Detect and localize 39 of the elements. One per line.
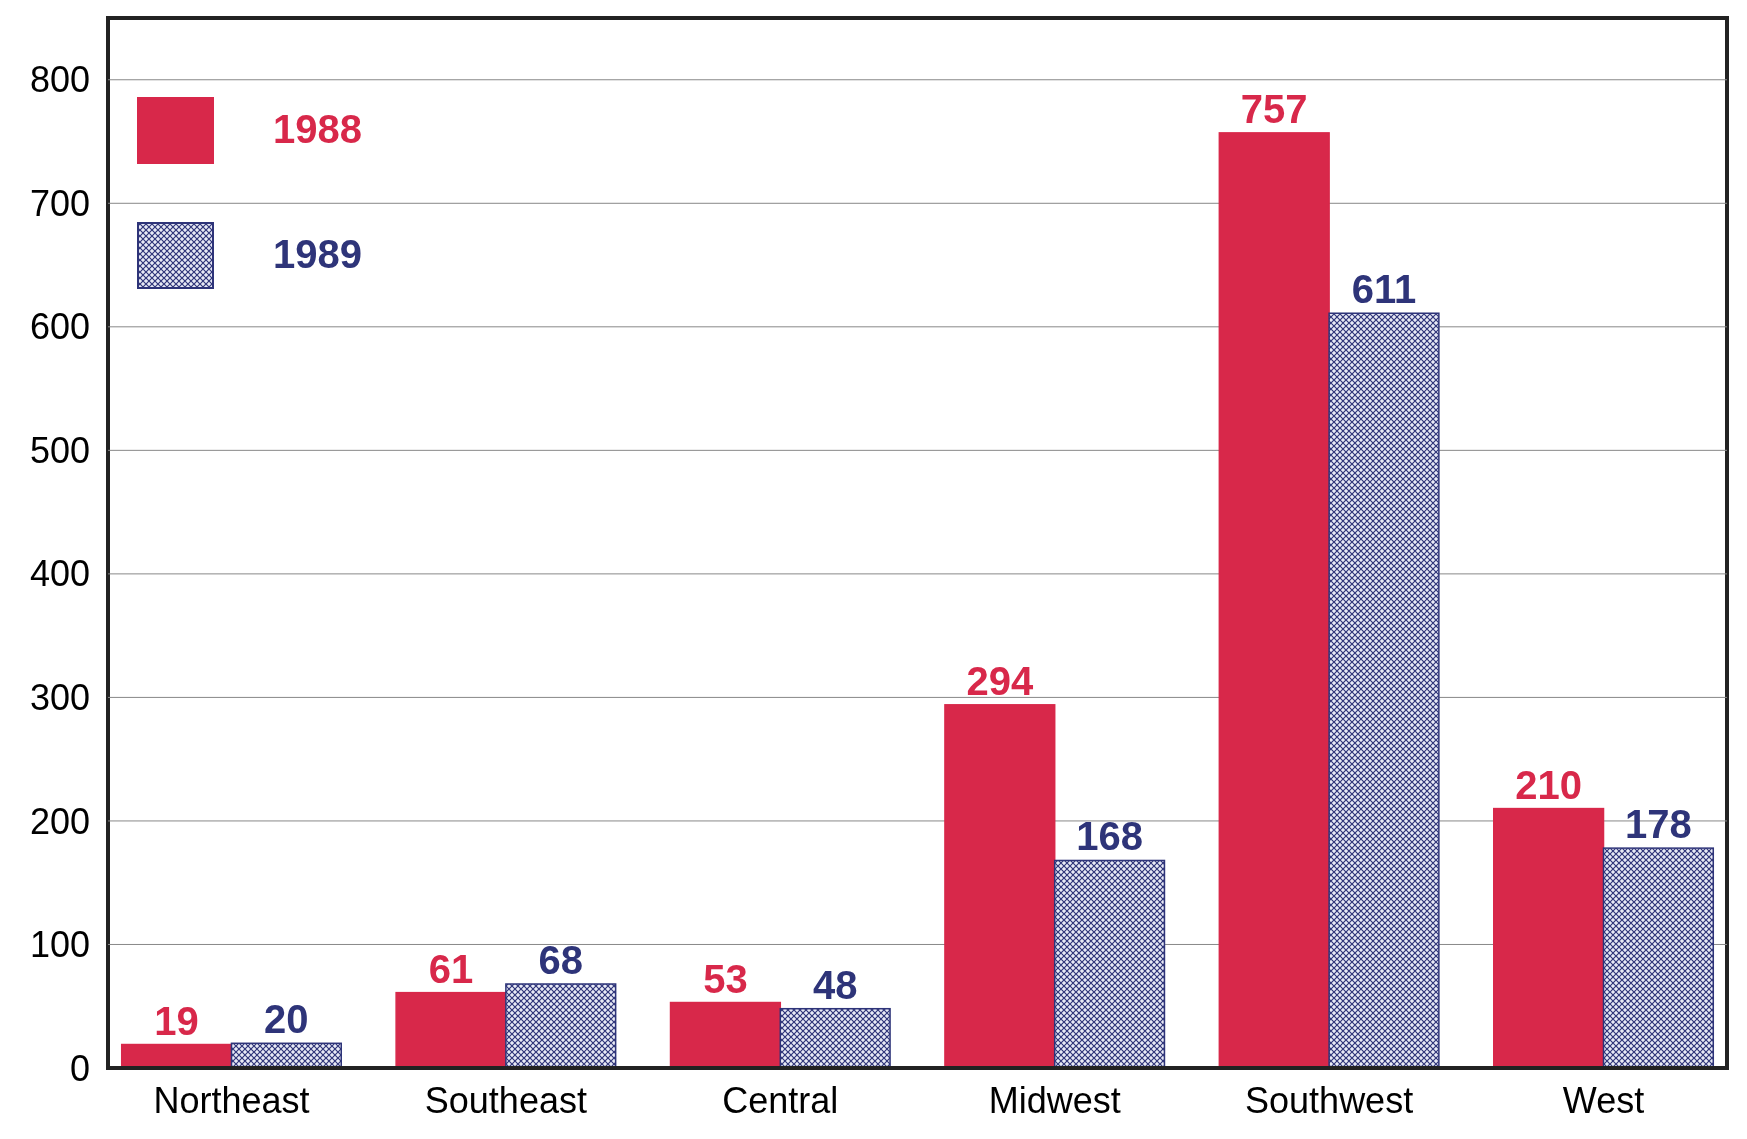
- bar: [1218, 132, 1330, 1069]
- data-label: 20: [264, 997, 309, 1042]
- y-tick-label: 100: [29, 924, 90, 966]
- legend-label: 1988: [273, 107, 362, 151]
- y-tick-label: 700: [29, 182, 90, 224]
- bar: [1053, 859, 1166, 1069]
- data-label: 210: [1515, 762, 1583, 807]
- data-label: 68: [538, 938, 584, 982]
- bar: [669, 1001, 782, 1069]
- y-tick-label: 0: [69, 1047, 90, 1089]
- data-label: 178: [1625, 802, 1692, 847]
- x-tick-label: Southeast: [424, 1080, 587, 1121]
- bar: [395, 991, 507, 1069]
- data-label: 53: [703, 956, 748, 1001]
- legend-label: 1989: [273, 232, 362, 276]
- y-tick-label: 500: [29, 429, 90, 471]
- x-tick-label: Central: [722, 1080, 839, 1121]
- y-tick-label: 600: [29, 306, 90, 348]
- data-label: 168: [1076, 814, 1143, 859]
- y-tick-label: 400: [29, 553, 90, 595]
- x-tick-label: West: [1562, 1080, 1645, 1121]
- y-tick-label: 200: [29, 800, 90, 842]
- data-label: 294: [966, 658, 1034, 703]
- bar: [1602, 847, 1715, 1069]
- x-tick-label: Midwest: [988, 1080, 1121, 1121]
- x-tick-label: Northeast: [153, 1080, 310, 1121]
- data-label: 19: [154, 998, 199, 1043]
- bar: [1493, 807, 1605, 1069]
- data-label: 48: [812, 962, 858, 1007]
- x-tick-label: Southwest: [1245, 1080, 1414, 1121]
- bar: [779, 1007, 891, 1069]
- data-label: 611: [1351, 267, 1417, 312]
- y-tick-label: 800: [29, 59, 90, 101]
- bar: [944, 704, 1056, 1069]
- bar: [505, 983, 617, 1069]
- bar: [1328, 312, 1440, 1069]
- data-label: 61: [428, 946, 474, 991]
- y-tick-label: 300: [29, 677, 90, 719]
- data-label: 757: [1240, 86, 1308, 131]
